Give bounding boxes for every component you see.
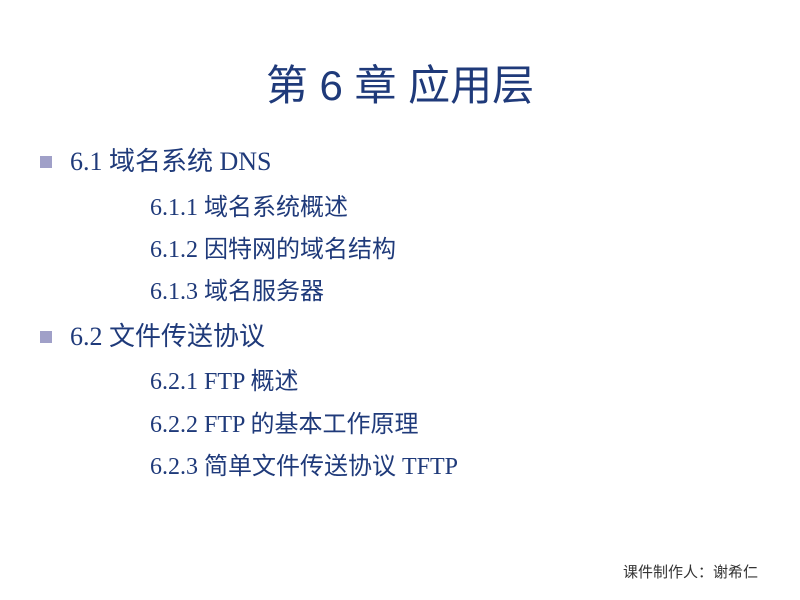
section-heading: 6.1 域名系统 DNS: [40, 141, 800, 183]
slide-footer: 课件制作人：谢希仁: [623, 561, 758, 582]
slide-container: 第 6 章 应用层 6.1 域名系统 DNS 6.1.1 域名系统概述 6.1.…: [0, 0, 800, 600]
section-heading-text: 6.1 域名系统 DNS: [70, 141, 272, 183]
section-item: 6.1.1 域名系统概述: [40, 189, 800, 227]
section-item: 6.2.1 FTP 概述: [40, 363, 800, 401]
bullet-icon: [40, 156, 52, 168]
slide-title: 第 6 章 应用层: [0, 0, 800, 141]
section-item: 6.1.2 因特网的域名结构: [40, 231, 800, 269]
section-heading-text: 6.2 文件传送协议: [70, 316, 265, 358]
section-item: 6.2.3 简单文件传送协议 TFTP: [40, 448, 800, 486]
section-item: 6.2.2 FTP 的基本工作原理: [40, 406, 800, 444]
section-heading: 6.2 文件传送协议: [40, 316, 800, 358]
bullet-icon: [40, 331, 52, 343]
section-item: 6.1.3 域名服务器: [40, 273, 800, 311]
slide-content: 6.1 域名系统 DNS 6.1.1 域名系统概述 6.1.2 因特网的域名结构…: [0, 141, 800, 487]
